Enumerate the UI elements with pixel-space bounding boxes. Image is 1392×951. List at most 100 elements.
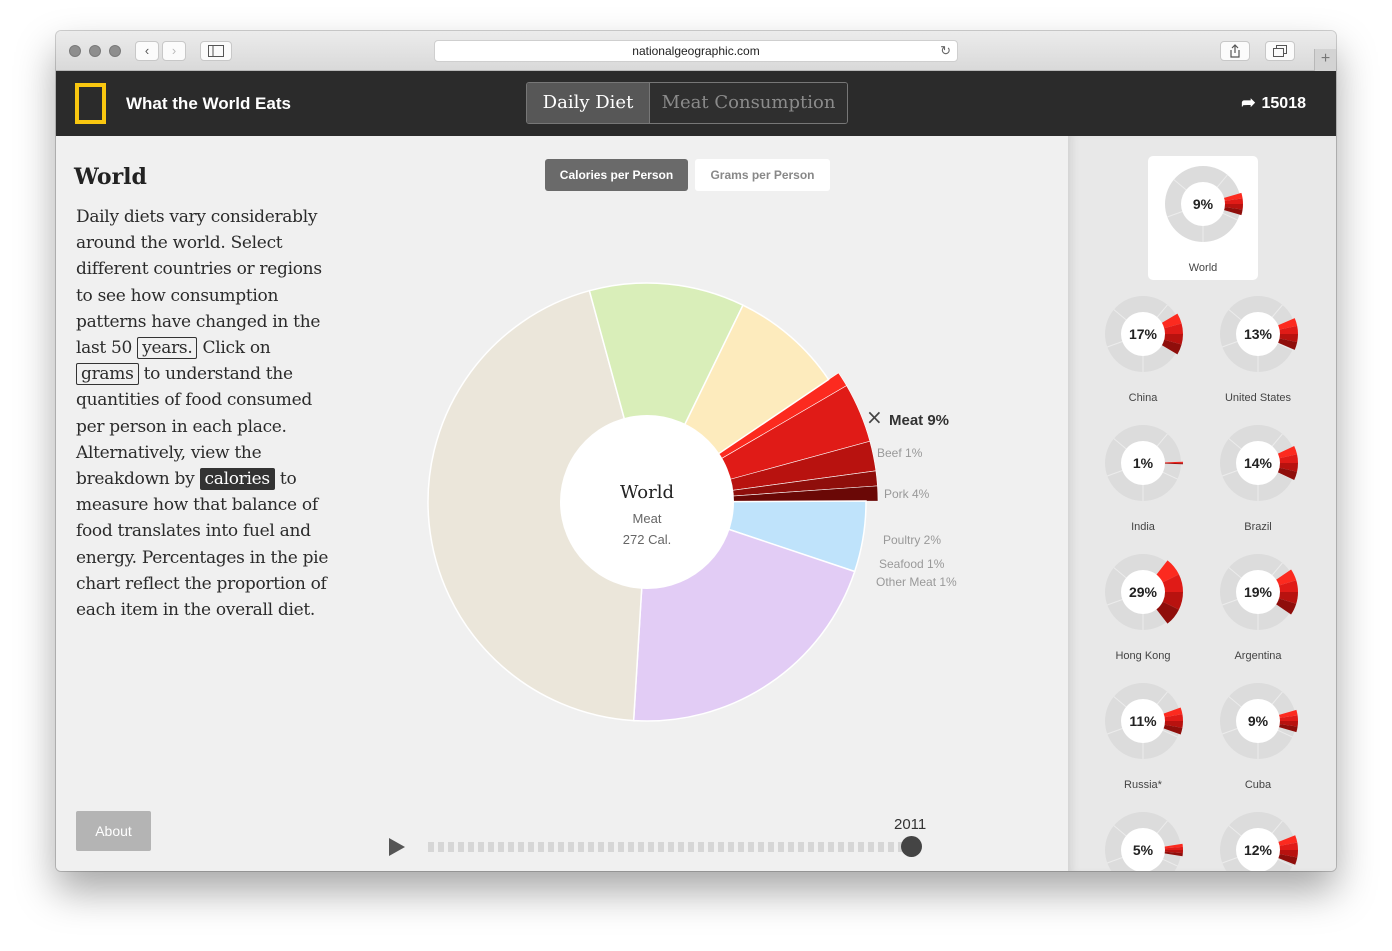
- center-category: Meat: [633, 511, 662, 526]
- reload-icon[interactable]: ↻: [940, 43, 951, 58]
- new-tab-button[interactable]: +: [1314, 49, 1336, 71]
- mini-donut-chart: 13%: [1220, 296, 1298, 372]
- country-pct: 1%: [1133, 455, 1154, 471]
- year-label: 2011: [894, 816, 927, 833]
- region-title: World: [74, 164, 147, 190]
- mini-donut-hole: [1236, 699, 1280, 743]
- sidebar-toggle-button[interactable]: [200, 41, 232, 61]
- mini-donut-chart: 12%: [1220, 812, 1298, 871]
- mini-donut-chart: 9%: [1165, 166, 1243, 242]
- mini-donut-hole: [1181, 182, 1225, 226]
- grams-link[interactable]: grams: [76, 363, 139, 386]
- meat-part-label: Seafood 1%: [879, 557, 945, 571]
- url-bar[interactable]: nationalgeographic.com ↻: [434, 40, 958, 62]
- country-card[interactable]: 14% Brazil: [1203, 415, 1313, 539]
- tab-meat-consumption[interactable]: Meat Consumption: [650, 83, 847, 123]
- national-geographic-logo[interactable]: [75, 83, 106, 124]
- tab-daily-diet[interactable]: Daily Diet: [527, 83, 650, 123]
- years-link[interactable]: years.: [137, 337, 198, 360]
- country-card[interactable]: 11% Russia*: [1088, 673, 1198, 797]
- mini-donut-hole: [1236, 441, 1280, 485]
- mini-donut-hole: [1236, 312, 1280, 356]
- country-pct: 12%: [1244, 842, 1273, 858]
- country-card[interactable]: 5%: [1088, 802, 1198, 871]
- country-card[interactable]: 12%: [1203, 802, 1313, 871]
- country-card[interactable]: 13% United States: [1203, 286, 1313, 410]
- mini-donut-chart: 9%: [1220, 683, 1298, 759]
- play-icon[interactable]: [389, 838, 405, 856]
- mini-donut-chart: 19%: [1220, 554, 1298, 630]
- country-pct: 29%: [1129, 584, 1158, 600]
- forward-button[interactable]: ›: [162, 41, 186, 61]
- pie-slice-2[interactable]: [427, 289, 648, 722]
- country-pct: 17%: [1129, 326, 1158, 342]
- mini-donut-hole: [1121, 828, 1165, 871]
- description-text: Daily diets vary considerably around the…: [76, 207, 322, 359]
- calories-per-person-toggle[interactable]: Calories per Person: [545, 159, 688, 191]
- back-button[interactable]: ‹: [135, 41, 159, 61]
- meat-part-label: Beef 1%: [877, 446, 923, 460]
- pie-labels: × Meat 9% Beef 1% Pork 4% Poultry 2% Seafood …: [866, 405, 957, 589]
- center-calories: 272 Cal.: [623, 532, 671, 547]
- country-card[interactable]: 17% China: [1088, 286, 1198, 410]
- description-text: to measure how that balance of food tran…: [76, 469, 329, 621]
- country-pct: 9%: [1248, 713, 1269, 729]
- pie-slice-3[interactable]: [588, 282, 745, 505]
- share-arrow-icon: ➦: [1241, 93, 1256, 112]
- mini-donut-hole: [1236, 828, 1280, 871]
- country-pct: 11%: [1129, 713, 1157, 729]
- country-name: India: [1131, 521, 1155, 533]
- mini-donut-chart: 14%: [1220, 425, 1298, 501]
- meat-label: Meat 9%: [889, 412, 949, 429]
- mini-donut-hole: [1236, 570, 1280, 614]
- share-page-button[interactable]: [1220, 41, 1250, 61]
- meat-part-label: Pork 4%: [884, 487, 930, 501]
- tabs-icon: [1273, 45, 1287, 57]
- country-card[interactable]: 9% Cuba: [1203, 673, 1313, 797]
- country-name: United States: [1224, 392, 1292, 404]
- diet-pie-chart: × Meat 9% Beef 1% Pork 4% Poultry 2% Seafood …: [427, 282, 957, 722]
- pie-center: [560, 415, 734, 589]
- country-name: Cuba: [1244, 779, 1272, 791]
- minimize-window-button[interactable]: [89, 45, 101, 57]
- country-card[interactable]: 29% Hong Kong: [1088, 544, 1198, 668]
- about-button[interactable]: About: [76, 811, 151, 851]
- view-tabs: Daily Diet Meat Consumption: [526, 82, 848, 124]
- country-pct: 5%: [1133, 842, 1154, 858]
- mini-donut-hole: [1121, 312, 1165, 356]
- country-pct: 14%: [1244, 455, 1273, 471]
- url-text: nationalgeographic.com: [632, 44, 760, 58]
- year-slider-track[interactable]: [428, 842, 906, 852]
- app-header: What the World Eats Daily Diet Meat Cons…: [56, 71, 1336, 136]
- center-region: World: [620, 482, 674, 503]
- year-slider-handle[interactable]: [901, 836, 922, 857]
- main-panel: World Daily diets vary considerably arou…: [56, 136, 1068, 871]
- tabs-overview-button[interactable]: [1265, 41, 1295, 61]
- close-meat-icon[interactable]: ×: [866, 405, 883, 429]
- share-count: 15018: [1261, 95, 1307, 112]
- mini-donut-hole: [1121, 699, 1165, 743]
- browser-window: ‹ › nationalgeographic.com ↻ + What the …: [56, 31, 1336, 871]
- country-sidebar[interactable]: 9% World 17% China 13% United States 1% India 14…: [1068, 136, 1336, 871]
- country-card[interactable]: 19% Argentina: [1203, 544, 1313, 668]
- calories-link[interactable]: calories: [199, 468, 275, 491]
- country-pct: 9%: [1193, 196, 1214, 212]
- close-window-button[interactable]: [69, 45, 81, 57]
- share-counter[interactable]: ➦ 15018: [1241, 93, 1306, 113]
- country-pct: 19%: [1244, 584, 1273, 600]
- description: Daily diets vary considerably around the…: [76, 204, 338, 623]
- country-name: Hong Kong: [1115, 650, 1171, 662]
- country-card[interactable]: 1% India: [1088, 415, 1198, 539]
- description-text: to understand the quantities of food con…: [76, 364, 312, 490]
- sidebar-icon: [208, 45, 224, 57]
- grams-per-person-toggle[interactable]: Grams per Person: [695, 159, 830, 191]
- country-name: World: [1188, 262, 1218, 274]
- mini-donut-chart: 1%: [1105, 425, 1183, 501]
- zoom-window-button[interactable]: [109, 45, 121, 57]
- meat-part-label: Poultry 2%: [883, 533, 941, 547]
- country-name: China: [1128, 392, 1158, 404]
- country-card[interactable]: 9% World: [1148, 156, 1258, 280]
- country-pct: 13%: [1244, 326, 1273, 342]
- mini-donut-chart: 5%: [1105, 812, 1183, 871]
- meat-part-label: Other Meat 1%: [876, 575, 957, 589]
